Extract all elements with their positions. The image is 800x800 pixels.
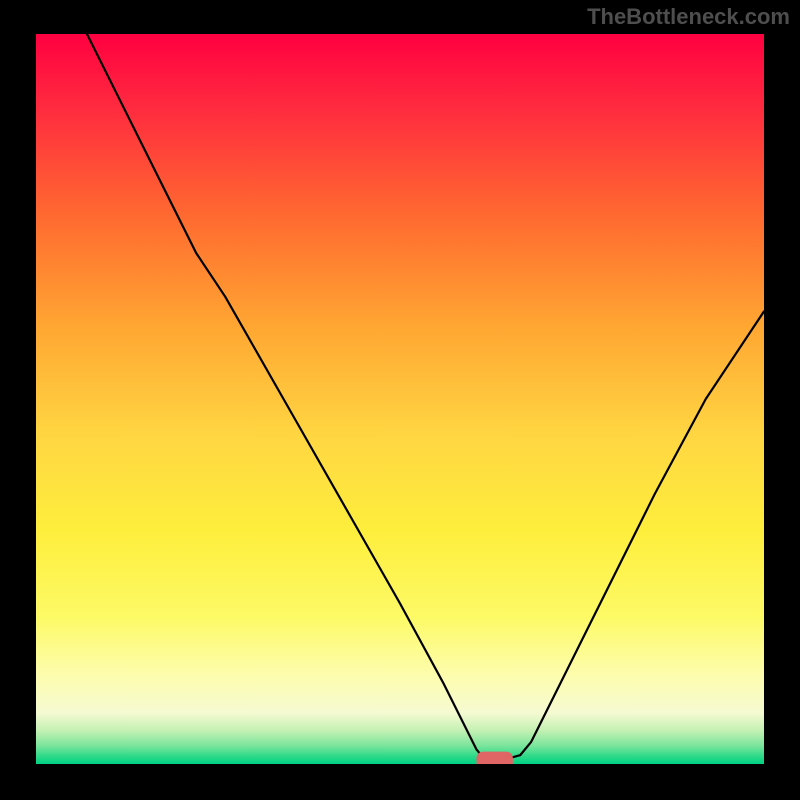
chart-background [36, 34, 764, 764]
optimal-point-marker [476, 752, 512, 764]
watermark-text: TheBottleneck.com [587, 4, 790, 30]
bottleneck-chart-svg [36, 34, 764, 764]
chart-plot-area [36, 34, 764, 764]
